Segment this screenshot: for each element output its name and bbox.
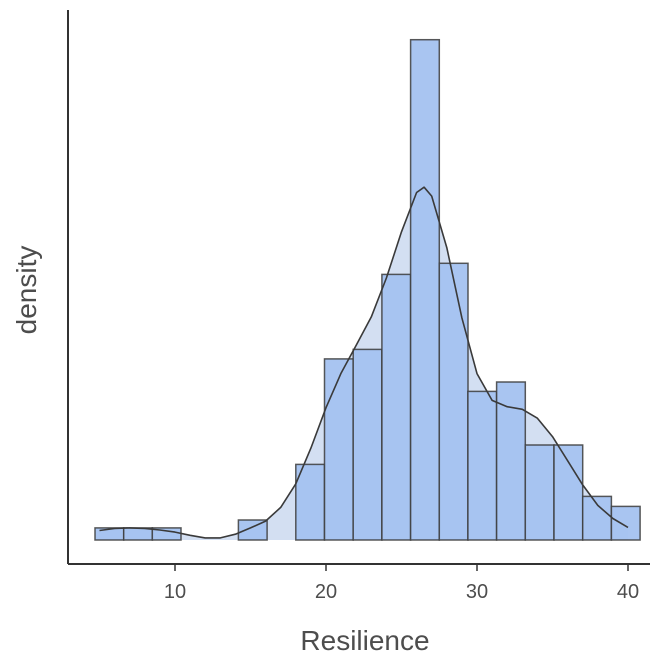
axes <box>67 10 650 565</box>
density-curve-layer <box>99 186 629 539</box>
histogram-bar <box>524 444 555 541</box>
histogram-bar <box>409 38 441 541</box>
histogram-bar <box>381 273 412 541</box>
histogram-bar <box>122 527 154 541</box>
x-tick-label: 10 <box>164 581 186 603</box>
histogram-bar <box>553 444 584 541</box>
histogram-bar <box>610 505 641 541</box>
histogram-bars <box>94 38 641 541</box>
histogram-bar <box>581 495 613 541</box>
density-curve-line <box>99 186 629 539</box>
x-axis-ticks: 10 20 30 40 <box>164 564 639 603</box>
histogram-bar <box>438 262 469 541</box>
histogram-bar <box>467 390 498 541</box>
histogram-bar <box>295 463 326 541</box>
x-tick-label: 20 <box>315 581 337 603</box>
histogram-bar <box>323 358 354 541</box>
y-axis-title: density <box>11 246 42 335</box>
histogram-bar <box>495 381 527 541</box>
x-tick-label: 30 <box>466 581 488 603</box>
x-tick-label: 40 <box>617 581 639 603</box>
x-axis-title: Resilience <box>300 625 429 656</box>
histogram-bar <box>352 348 383 541</box>
histogram-bar <box>237 519 268 541</box>
